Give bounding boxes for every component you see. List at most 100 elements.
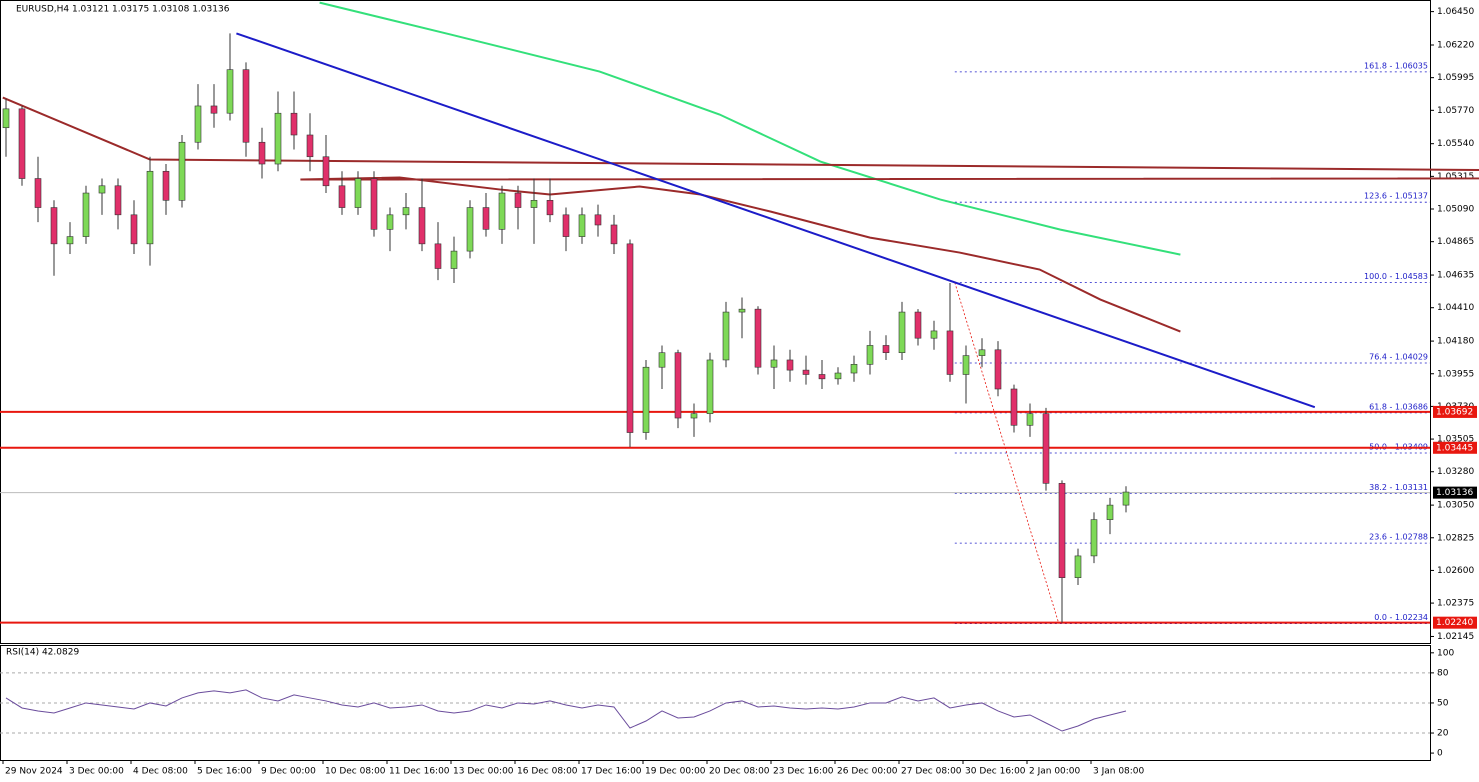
x-tick-label: 19 Dec 00:00 xyxy=(645,767,706,777)
x-tick-label: 10 Dec 08:00 xyxy=(325,767,386,777)
y-tick-label: 1.03505 xyxy=(1437,435,1474,445)
fib-label: 61.8 - 1.03686 xyxy=(1369,402,1428,411)
candle-body xyxy=(514,192,522,208)
rsi-line xyxy=(5,689,1127,732)
candle-body xyxy=(1042,413,1050,484)
candle-body xyxy=(994,349,1002,390)
fib-label: 161.8 - 1.06035 xyxy=(1364,61,1428,70)
candle-body xyxy=(450,250,458,269)
candle-body xyxy=(770,359,778,368)
candle-body xyxy=(354,178,362,208)
rsi-tick-label: 20 xyxy=(1437,729,1449,739)
candle-body xyxy=(1010,388,1018,426)
y-tick-label: 1.04180 xyxy=(1437,337,1474,347)
candle-body xyxy=(130,214,138,245)
moving-average-slow xyxy=(2,96,1479,333)
y-tick-label: 1.04410 xyxy=(1437,303,1474,313)
x-tick-label: 16 Dec 08:00 xyxy=(517,767,578,777)
price-tag-label: 1.03692 xyxy=(1436,407,1473,417)
x-tick-label: 11 Dec 16:00 xyxy=(389,767,450,777)
candle-body xyxy=(674,352,682,419)
candle-body xyxy=(642,366,650,433)
candle-body xyxy=(834,372,842,380)
fib-label: 76.4 - 1.04029 xyxy=(1369,353,1428,362)
candle-body xyxy=(850,364,858,374)
candle-body xyxy=(738,308,746,313)
candle-body xyxy=(210,105,218,114)
candle-body xyxy=(338,185,346,208)
x-tick-label: 9 Dec 00:00 xyxy=(261,767,316,777)
y-tick-label: 1.02825 xyxy=(1437,533,1474,543)
y-tick-label: 1.02375 xyxy=(1437,599,1474,609)
y-tick-label: 1.03955 xyxy=(1437,369,1474,379)
candle-body xyxy=(386,214,394,230)
candle-body xyxy=(498,192,506,230)
y-tick-label: 1.02145 xyxy=(1437,632,1474,642)
candle-body xyxy=(162,170,170,201)
candle-body xyxy=(610,224,618,245)
candle-body xyxy=(258,141,266,165)
price-tag-label: 1.03136 xyxy=(1436,488,1473,498)
x-tick-label: 5 Dec 16:00 xyxy=(197,767,252,777)
y-tick-label: 1.04865 xyxy=(1437,237,1474,247)
candle-body xyxy=(274,112,282,165)
candle-body xyxy=(482,207,490,230)
x-tick-label: 20 Dec 08:00 xyxy=(709,767,770,777)
candle-body xyxy=(658,352,666,368)
candle-body xyxy=(754,308,762,368)
candle-body xyxy=(114,185,122,216)
rsi-tick-label: 50 xyxy=(1437,698,1449,708)
candle-body xyxy=(690,413,698,419)
candle-body xyxy=(434,243,442,269)
candle-body xyxy=(66,236,74,245)
candle-body xyxy=(898,311,906,354)
candle-body xyxy=(146,170,154,245)
x-tick-label: 13 Dec 00:00 xyxy=(453,767,514,777)
y-tick-label: 1.03280 xyxy=(1437,467,1474,477)
candle-body xyxy=(1074,555,1082,578)
x-tick-label: 3 Dec 00:00 xyxy=(69,767,124,777)
candle-body xyxy=(1106,504,1114,520)
candle-body xyxy=(946,330,954,375)
y-tick-label: 1.05770 xyxy=(1437,106,1474,116)
price-tag xyxy=(1433,616,1477,629)
candle-body xyxy=(322,156,330,187)
fib-label: 0.0 - 1.02234 xyxy=(1374,613,1428,622)
y-tick-label: 1.06450 xyxy=(1437,7,1474,17)
candle-body xyxy=(1122,491,1130,506)
candle-body xyxy=(1058,483,1066,578)
candle-body xyxy=(882,345,890,354)
y-tick-label: 1.05090 xyxy=(1437,205,1474,215)
fib-label: 100.0 - 1.04583 xyxy=(1364,272,1428,281)
y-tick-label: 1.02600 xyxy=(1437,566,1474,576)
candle-body xyxy=(1026,413,1034,426)
candle-body xyxy=(626,243,634,433)
candle-body xyxy=(370,178,378,230)
candle-body xyxy=(2,108,10,129)
y-tick-label: 1.05995 xyxy=(1437,73,1474,83)
candle-body xyxy=(802,369,810,375)
candle-body xyxy=(914,311,922,339)
y-tick-label: 1.06220 xyxy=(1437,40,1474,50)
price-tag xyxy=(1433,486,1477,499)
candle-body xyxy=(978,349,986,356)
fib-label: 123.6 - 1.05137 xyxy=(1364,192,1428,201)
price-tag xyxy=(1433,441,1477,454)
candle-body xyxy=(818,374,826,380)
rsi-tick-label: 0 xyxy=(1437,749,1443,759)
header: EURUSD,H4 1.03121 1.03175 1.03108 1.0313… xyxy=(16,5,230,15)
candle-body xyxy=(930,330,938,339)
moving-average-long xyxy=(319,1,1181,256)
candle-body xyxy=(18,108,26,179)
rsi-tick-label: 80 xyxy=(1437,668,1449,678)
y-tick-label: 1.05540 xyxy=(1437,139,1474,149)
main-panel xyxy=(0,0,1431,644)
rsi-tick-label: 100 xyxy=(1437,648,1454,658)
candle-body xyxy=(402,207,410,216)
candle-body xyxy=(594,214,602,226)
fib-label: 23.6 - 1.02788 xyxy=(1369,533,1428,542)
fib-diagonal xyxy=(954,282,1060,624)
x-tick-label: 3 Jan 08:00 xyxy=(1093,767,1145,777)
